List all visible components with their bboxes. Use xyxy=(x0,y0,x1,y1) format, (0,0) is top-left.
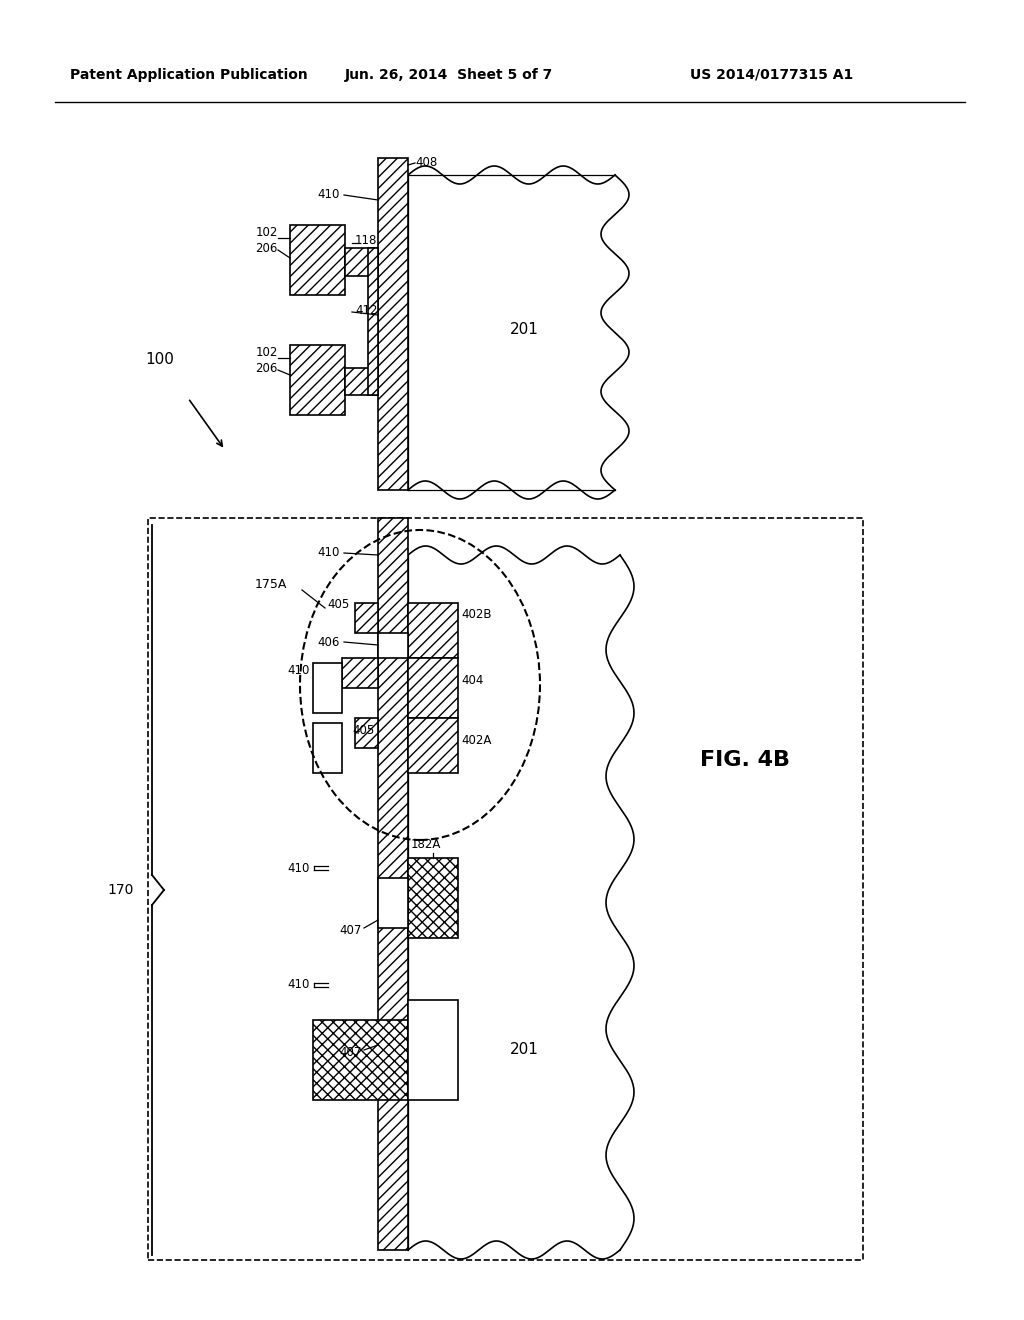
Bar xyxy=(355,718,378,748)
Bar xyxy=(408,657,458,718)
Text: 100: 100 xyxy=(145,352,174,367)
Bar xyxy=(345,368,378,395)
Bar xyxy=(313,1020,408,1100)
Text: 410: 410 xyxy=(288,978,310,991)
Text: 408: 408 xyxy=(415,157,437,169)
Text: 405: 405 xyxy=(328,598,350,611)
Bar xyxy=(290,224,345,294)
Text: 206: 206 xyxy=(256,362,278,375)
Bar xyxy=(290,345,345,414)
Text: 102: 102 xyxy=(256,346,278,359)
Bar xyxy=(378,634,408,657)
Text: 402B: 402B xyxy=(461,609,492,622)
Text: Patent Application Publication: Patent Application Publication xyxy=(70,69,308,82)
Bar xyxy=(378,517,408,1250)
Text: 402A: 402A xyxy=(461,734,492,747)
Bar xyxy=(148,517,863,1261)
Text: US 2014/0177315 A1: US 2014/0177315 A1 xyxy=(690,69,853,82)
Bar xyxy=(342,657,378,688)
Text: 410: 410 xyxy=(317,546,340,560)
Text: Jun. 26, 2014  Sheet 5 of 7: Jun. 26, 2014 Sheet 5 of 7 xyxy=(345,69,553,82)
Bar xyxy=(408,718,458,774)
Bar xyxy=(355,603,378,634)
Bar xyxy=(408,1001,458,1100)
Bar xyxy=(378,878,408,928)
Text: 404: 404 xyxy=(461,673,483,686)
Text: 412: 412 xyxy=(355,304,378,317)
Text: 410: 410 xyxy=(288,862,310,874)
Text: 206: 206 xyxy=(256,242,278,255)
Text: 405: 405 xyxy=(352,723,374,737)
Text: 410: 410 xyxy=(288,664,310,676)
Text: 407: 407 xyxy=(340,924,362,936)
Text: 102: 102 xyxy=(256,227,278,239)
Bar xyxy=(313,723,342,774)
Bar xyxy=(313,663,342,713)
Text: 170: 170 xyxy=(108,883,134,898)
Bar xyxy=(345,248,378,276)
Bar xyxy=(408,858,458,939)
Text: 410: 410 xyxy=(317,189,340,202)
Text: 406: 406 xyxy=(317,635,340,648)
Text: 175A: 175A xyxy=(255,578,288,591)
Bar xyxy=(408,603,458,657)
Bar xyxy=(368,248,378,395)
Text: 182A: 182A xyxy=(411,838,441,851)
Text: FIG. 4B: FIG. 4B xyxy=(700,750,790,770)
Text: 407: 407 xyxy=(340,1047,362,1060)
Bar xyxy=(378,158,408,490)
Text: 201: 201 xyxy=(510,322,539,338)
Text: 201: 201 xyxy=(510,1043,539,1057)
Text: 118: 118 xyxy=(355,234,378,247)
